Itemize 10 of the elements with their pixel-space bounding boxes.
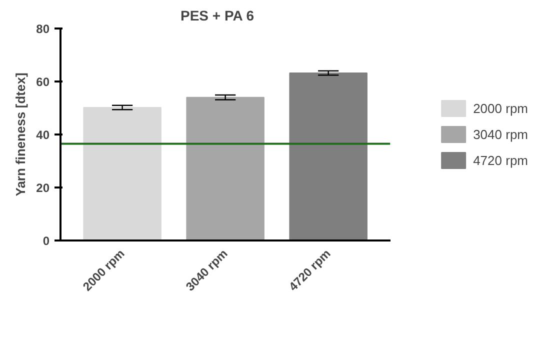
y-tick-label: 20	[36, 181, 50, 195]
y-tick-label: 0	[42, 234, 50, 248]
y-tick-label: 80	[36, 22, 50, 36]
legend-label: 3040 rpm	[473, 126, 528, 142]
y-axis-title: Yarn fineness [dtex]	[13, 72, 28, 196]
y-tick-label: 60	[36, 75, 50, 89]
legend-label: 2000 rpm	[473, 100, 528, 116]
chart-title: PES + PA 6	[180, 8, 254, 24]
legend-label: 4720 rpm	[473, 152, 528, 168]
y-tick-label: 40	[36, 128, 50, 142]
